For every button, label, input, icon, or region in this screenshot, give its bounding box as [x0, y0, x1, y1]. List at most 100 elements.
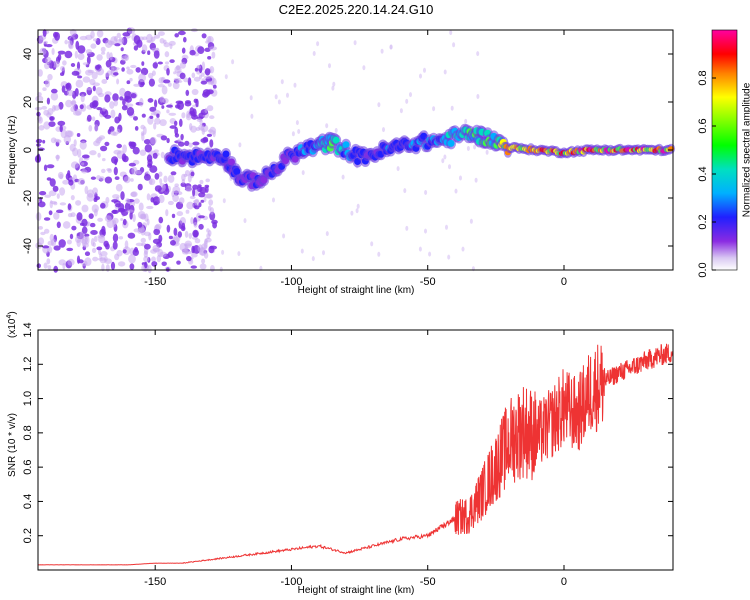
- noise-speckle: [144, 144, 152, 153]
- noise-speckle: [172, 194, 180, 202]
- noise-speckle: [67, 170, 71, 177]
- noise-speckle: [169, 125, 177, 129]
- noise-speckle: [89, 222, 96, 228]
- noise-speckle: [424, 190, 428, 195]
- noise-speckle: [180, 133, 184, 141]
- noise-speckle: [183, 36, 187, 43]
- snr-y-axis-label: SNR (10 * v/v): [7, 413, 18, 477]
- noise-speckle: [50, 92, 59, 101]
- noise-speckle: [86, 55, 91, 65]
- noise-speckle: [280, 79, 284, 85]
- noise-speckle: [231, 59, 235, 65]
- noise-speckle: [90, 230, 98, 235]
- noise-speckle: [191, 245, 195, 254]
- noise-speckle: [192, 188, 196, 197]
- noise-speckle: [51, 48, 55, 55]
- colorbar-tick-label: 0.2: [697, 214, 709, 229]
- noise-speckle: [140, 67, 149, 76]
- noise-speckle: [101, 79, 108, 84]
- noise-speckle: [110, 130, 117, 136]
- noise-speckle: [355, 208, 359, 214]
- noise-speckle: [135, 67, 141, 73]
- noise-speckle: [104, 176, 113, 184]
- noise-speckle: [160, 135, 168, 141]
- noise-speckle: [152, 244, 160, 252]
- noise-speckle: [75, 79, 84, 88]
- noise-speckle: [300, 248, 304, 254]
- noise-speckle: [100, 145, 108, 152]
- noise-speckle: [188, 232, 193, 239]
- noise-speckle: [186, 255, 192, 262]
- noise-speckle: [122, 98, 126, 106]
- noise-speckle: [201, 61, 206, 71]
- noise-speckle: [95, 87, 103, 96]
- noise-speckle: [56, 139, 62, 144]
- noise-speckle: [56, 154, 60, 162]
- noise-speckle: [101, 168, 106, 174]
- noise-speckle: [53, 212, 60, 220]
- noise-speckle: [148, 178, 156, 186]
- noise-speckle: [101, 51, 106, 55]
- noise-speckle: [181, 248, 186, 253]
- noise-speckle: [186, 201, 194, 210]
- noise-speckle: [113, 72, 119, 76]
- noise-speckle: [274, 94, 278, 100]
- snr-y-multiplier-close: ): [7, 311, 18, 314]
- noise-speckle: [146, 40, 154, 44]
- noise-speckle: [143, 139, 151, 145]
- noise-speckle: [224, 74, 228, 80]
- noise-speckle: [272, 197, 275, 203]
- noise-speckle: [190, 265, 197, 269]
- noise-speckle: [114, 43, 121, 47]
- noise-speckle: [91, 71, 98, 80]
- noise-speckle: [76, 212, 83, 221]
- x-tick-label: -50: [420, 276, 436, 288]
- x-tick-label: -100: [280, 576, 302, 588]
- noise-speckle: [76, 133, 81, 137]
- noise-speckle: [250, 113, 254, 119]
- noise-speckle: [403, 188, 407, 194]
- noise-speckle: [158, 77, 165, 84]
- noise-speckle: [116, 143, 122, 149]
- noise-speckle: [312, 51, 316, 56]
- noise-speckle: [74, 50, 78, 59]
- noise-speckle: [42, 29, 47, 37]
- noise-speckle: [44, 79, 51, 88]
- noise-speckle: [44, 194, 51, 198]
- noise-speckle: [98, 235, 106, 244]
- noise-speckle: [121, 105, 128, 111]
- noise-speckle: [141, 44, 148, 53]
- noise-speckle: [153, 50, 160, 59]
- noise-speckle: [43, 217, 51, 221]
- noise-speckle: [151, 256, 156, 263]
- noise-speckle: [35, 95, 44, 102]
- noise-speckle: [130, 64, 137, 69]
- noise-speckle: [205, 186, 209, 193]
- noise-speckle: [157, 84, 165, 88]
- noise-speckle: [67, 203, 72, 211]
- noise-speckle: [53, 265, 59, 273]
- noise-speckle: [153, 201, 158, 206]
- noise-speckle: [86, 87, 93, 91]
- colorbar-tick-label: 0.4: [697, 166, 709, 181]
- noise-speckle: [82, 76, 91, 83]
- y-tick-label: 20: [22, 96, 34, 108]
- noise-speckle: [133, 228, 141, 233]
- noise-speckle: [93, 236, 98, 242]
- noise-speckle: [97, 152, 101, 158]
- noise-speckle: [36, 263, 41, 269]
- noise-speckle: [174, 120, 178, 127]
- noise-speckle: [164, 51, 170, 58]
- noise-speckle: [212, 221, 218, 229]
- noise-speckle: [176, 80, 183, 83]
- noise-speckle: [166, 109, 170, 114]
- noise-speckle: [37, 69, 43, 77]
- noise-speckle: [277, 99, 281, 105]
- noise-speckle: [107, 168, 112, 173]
- noise-speckle: [331, 85, 335, 91]
- noise-speckle: [166, 104, 173, 108]
- noise-speckle: [189, 123, 193, 131]
- noise-speckle: [170, 171, 177, 176]
- noise-speckle: [122, 218, 127, 226]
- noise-speckle: [127, 232, 136, 239]
